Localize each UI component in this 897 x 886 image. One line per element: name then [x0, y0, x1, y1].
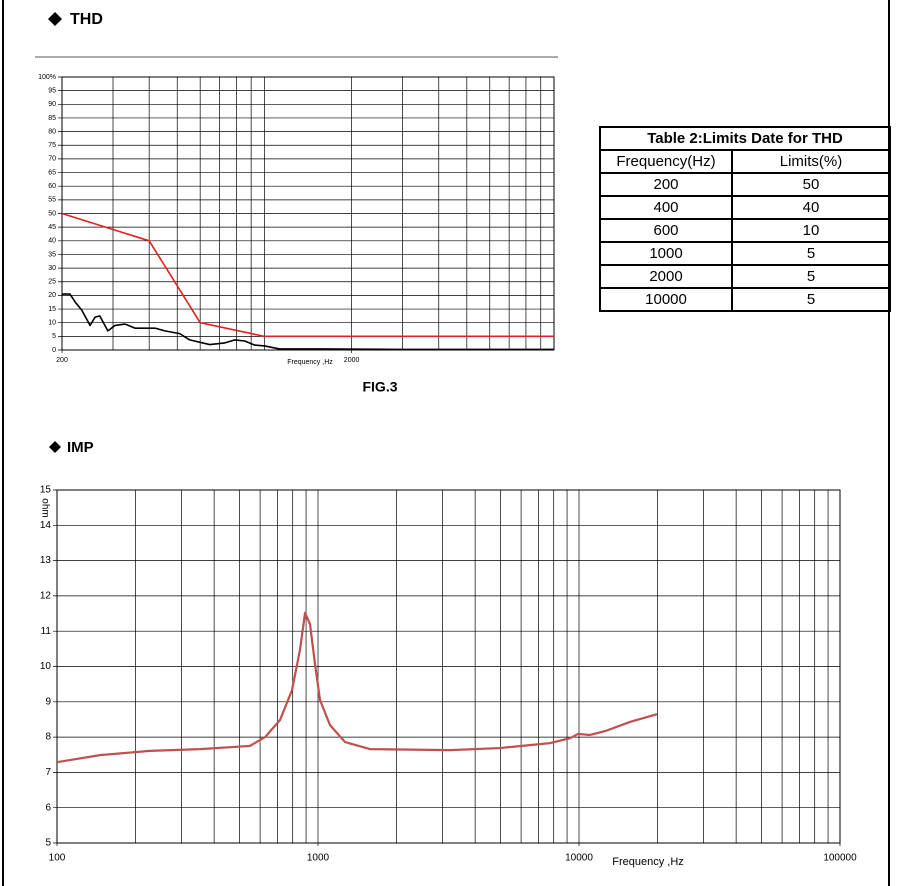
data-line	[62, 293, 554, 351]
table-header: Frequency(Hz)	[599, 149, 733, 174]
y-tick-label: 100%	[38, 74, 56, 81]
x-axis-label: Frequency ,Hz	[287, 359, 333, 366]
y-axis-label: ohm	[39, 498, 50, 517]
y-tick-label: 30	[48, 265, 56, 272]
table-cell: 5	[731, 264, 891, 289]
table-cell: 5	[731, 241, 891, 266]
table-header: Limits(%)	[731, 149, 891, 174]
y-tick-label: 25	[48, 279, 56, 286]
y-tick-label: 5	[52, 333, 56, 340]
x-tick-label: 1000	[307, 853, 330, 864]
x-tick-label: 100000	[823, 853, 857, 864]
y-tick-label: 85	[48, 115, 56, 122]
y-tick-label: 5	[45, 838, 51, 849]
table-cell: 400	[599, 195, 733, 220]
y-tick-label: 10	[40, 661, 52, 672]
y-tick-label: 70	[48, 156, 56, 163]
y-tick-label: 15	[40, 485, 52, 496]
table-cell: 5	[731, 287, 891, 312]
y-tick-label: 40	[48, 238, 56, 245]
y-tick-label: 50	[48, 210, 56, 217]
y-tick-label: 95	[48, 87, 56, 94]
section-heading: THD	[70, 11, 103, 28]
table-cell: 200	[599, 172, 733, 197]
y-tick-label: 45	[48, 224, 56, 231]
y-tick-label: 75	[48, 142, 56, 149]
y-tick-label: 60	[48, 183, 56, 190]
table-cell: 2000	[599, 264, 733, 289]
table-cell: 10	[731, 218, 891, 243]
x-axis-label: Frequency ,Hz	[612, 856, 684, 868]
x-tick-label: 10000	[565, 853, 593, 864]
table-title: Table 2:Limits Date for THD	[599, 126, 891, 151]
table-cell: 10000	[599, 287, 733, 312]
y-tick-label: 11	[41, 626, 52, 637]
figure-caption: FIG.3	[362, 379, 397, 395]
y-tick-label: 9	[45, 696, 51, 707]
table-cell: 40	[731, 195, 891, 220]
y-tick-label: 90	[48, 101, 56, 108]
table-cell: 600	[599, 218, 733, 243]
y-tick-label: 55	[48, 197, 56, 204]
y-tick-label: 12	[40, 591, 52, 602]
bullet	[48, 12, 62, 26]
data-line	[56, 611, 658, 764]
x-tick-label: 200	[56, 357, 68, 364]
data-line	[61, 212, 554, 338]
y-tick-label: 80	[48, 128, 56, 135]
y-tick-label: 7	[45, 767, 51, 778]
y-tick-label: 20	[48, 292, 56, 299]
x-tick-label: 2000	[344, 357, 360, 364]
y-tick-label: 8	[45, 732, 51, 743]
bullet	[49, 441, 61, 453]
x-tick-label: 100	[49, 853, 66, 864]
y-tick-label: 65	[48, 169, 56, 176]
y-tick-label: 35	[48, 251, 56, 258]
limits-table: Table 2:Limits Date for THD Frequency(Hz…	[599, 126, 891, 312]
y-tick-label: 13	[40, 555, 52, 566]
y-tick-label: 14	[40, 520, 52, 531]
table-cell: 1000	[599, 241, 733, 266]
y-tick-label: 10	[48, 320, 56, 327]
y-tick-label: 0	[52, 347, 56, 354]
section-heading: IMP	[67, 439, 94, 456]
table-cell: 50	[731, 172, 891, 197]
y-tick-label: 6	[45, 802, 51, 813]
y-tick-label: 15	[48, 306, 56, 313]
